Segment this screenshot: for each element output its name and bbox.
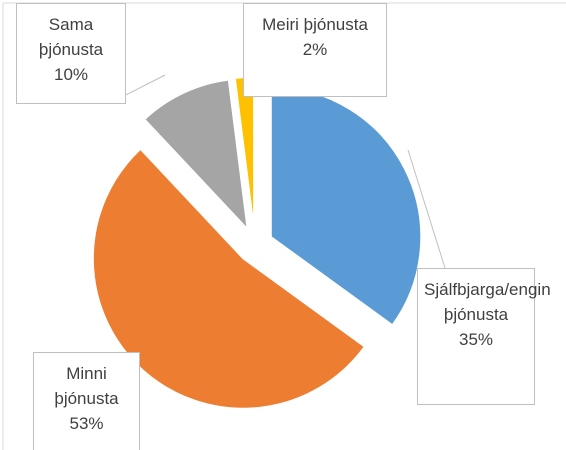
leader-line (407, 149, 446, 269)
data-label: Minni þjónusta 53% (33, 352, 140, 450)
category-label: Sama þjónusta (38, 15, 104, 59)
value-label: 35% (458, 330, 494, 349)
data-label: Sama þjónusta 10% (16, 3, 126, 104)
category-label: Minni þjónusta (54, 364, 119, 408)
pie-slice (92, 148, 366, 410)
value-label: 53% (69, 414, 104, 433)
category-label: Sjálfbjarga/engin þjónusta (424, 280, 551, 324)
category-label: Meiri þjónusta (262, 15, 368, 34)
value-label: 2% (302, 40, 328, 59)
pie-slice (143, 79, 249, 231)
pie-slice (270, 86, 422, 327)
data-label: Meiri þjónusta 2% (243, 3, 387, 97)
leader-line (125, 74, 166, 96)
value-label: 10% (53, 65, 89, 84)
data-label: Sjálfbjarga/engin þjónusta 35% (417, 268, 551, 405)
